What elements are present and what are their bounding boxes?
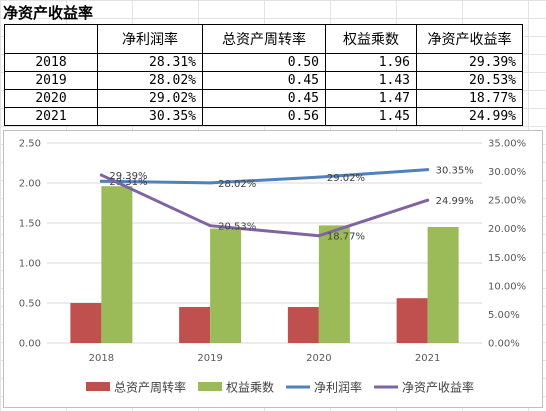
legend-swatch (86, 382, 110, 391)
data-label: 29.39% (109, 171, 147, 182)
sheet-title: 净资产收益率 (3, 4, 94, 22)
line-point[interactable] (208, 181, 212, 185)
table-row: 2021 30.35% 0.56 1.45 24.99% (4, 107, 523, 126)
table-cell[interactable]: 29.02% (97, 89, 203, 108)
table-cell[interactable]: 30.35% (97, 107, 203, 126)
y-tick-label-right: 35.00% (488, 139, 526, 150)
data-label: 29.02% (327, 173, 365, 184)
y-tick-label-right: 15.00% (488, 253, 526, 264)
bar[interactable] (287, 307, 319, 343)
x-tick-label: 2018 (89, 353, 114, 364)
table-row: 2018 28.31% 0.50 1.96 29.39% (4, 53, 523, 72)
table-header-row: 净利润率 总资产周转率 权益乘数 净资产收益率 (4, 24, 523, 54)
table-cell[interactable]: 0.45 (202, 89, 326, 108)
line-point[interactable] (99, 173, 103, 177)
data-label: 30.35% (436, 166, 474, 177)
y-tick-label-left: 2.00 (19, 179, 41, 190)
table-cell[interactable]: 1.45 (325, 107, 417, 126)
line-point[interactable] (426, 168, 430, 172)
data-label: 18.77% (327, 232, 365, 243)
table-cell[interactable]: 0.50 (202, 53, 326, 72)
data-label: 20.53% (218, 222, 256, 233)
header-cell-equity-multiplier[interactable]: 权益乘数 (325, 24, 417, 54)
y-tick-label-left: 1.00 (19, 259, 41, 270)
y-tick-label-right: 10.00% (488, 281, 526, 292)
y-tick-label-left: 0.00 (19, 339, 41, 350)
y-tick-label-right: 30.00% (488, 167, 526, 178)
data-label: 28.31% (109, 177, 147, 188)
bar[interactable] (179, 307, 211, 343)
y-tick-label-right: 0.00% (488, 339, 520, 350)
table-cell[interactable]: 1.43 (325, 71, 417, 90)
line-point[interactable] (208, 224, 212, 228)
header-cell-blank[interactable] (4, 24, 98, 54)
bar[interactable] (70, 303, 102, 343)
table-cell[interactable]: 20.53% (416, 71, 523, 90)
legend-label[interactable]: 总资产周转率 (114, 380, 186, 395)
table-cell[interactable]: 2018 (4, 53, 98, 72)
table-cell[interactable]: 0.56 (202, 107, 326, 126)
header-cell-asset-turnover[interactable]: 总资产周转率 (202, 24, 326, 54)
x-tick-label: 2019 (197, 353, 222, 364)
table-cell[interactable]: 2019 (4, 71, 98, 90)
bar[interactable] (396, 298, 428, 343)
legend-label[interactable]: 权益乘数 (226, 380, 274, 395)
chart-canvas: 0.00 0.50 1.00 1.50 2.00 2.50 0.00% 5.00% 10.00%… (19, 139, 526, 395)
data-label: 24.99% (436, 196, 474, 207)
bar[interactable] (101, 186, 133, 343)
header-cell-roe[interactable]: 净资产收益率 (416, 24, 523, 54)
table-cell[interactable]: 2021 (4, 107, 98, 126)
table-cell[interactable]: 18.77% (416, 89, 523, 108)
line-point[interactable] (99, 179, 103, 183)
x-tick-label: 2020 (306, 353, 331, 364)
table-row: 2019 28.02% 0.45 1.43 20.53% (4, 71, 523, 90)
legend-swatch (198, 382, 223, 391)
table-cell[interactable]: 0.45 (202, 71, 326, 90)
table-row: 2020 29.02% 0.45 1.47 18.77% (4, 89, 523, 108)
bar[interactable] (427, 227, 459, 343)
y-tick-label-right: 20.00% (488, 224, 526, 235)
table-cell[interactable]: 28.02% (97, 71, 203, 90)
data-table: 净利润率 总资产周转率 权益乘数 净资产收益率 2018 28.31% 0.50… (4, 24, 523, 126)
table-cell[interactable]: 1.96 (325, 53, 417, 72)
header-cell-net-margin[interactable]: 净利润率 (97, 24, 203, 54)
series-line[interactable] (99, 173, 430, 238)
combo-chart[interactable]: 0.00 0.50 1.00 1.50 2.00 2.50 0.00% 5.00% 10.00%… (3, 130, 543, 408)
line-point[interactable] (317, 175, 321, 179)
bar[interactable] (210, 228, 242, 343)
table-cell[interactable]: 24.99% (416, 107, 523, 126)
legend-label[interactable]: 净利润率 (314, 380, 362, 395)
y-tick-label-left: 2.50 (19, 139, 41, 150)
table-cell[interactable]: 29.39% (416, 53, 523, 72)
x-tick-label: 2021 (415, 353, 440, 364)
data-label: 28.02% (218, 179, 256, 190)
table-cell[interactable]: 1.47 (325, 89, 417, 108)
series-line[interactable] (99, 168, 430, 185)
y-tick-label-left: 1.50 (19, 219, 41, 230)
table-cell[interactable]: 2020 (4, 89, 98, 108)
legend-label[interactable]: 净资产收益率 (402, 380, 474, 395)
table-cell[interactable]: 28.31% (97, 53, 203, 72)
y-tick-label-right: 25.00% (488, 196, 526, 207)
y-tick-label-left: 0.50 (19, 299, 41, 310)
bar[interactable] (318, 225, 350, 343)
line-point[interactable] (426, 198, 430, 202)
y-tick-label-right: 5.00% (488, 310, 520, 321)
line-point[interactable] (317, 234, 321, 238)
